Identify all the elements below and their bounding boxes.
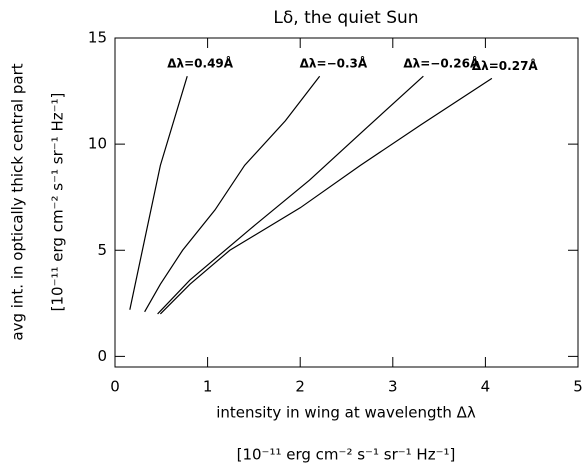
series-label: Δλ=0.49Å — [167, 56, 234, 71]
series-label: Δλ=−0.3Å — [300, 56, 368, 71]
x-tick-label: 0 — [110, 378, 120, 396]
y-axis-label: avg int. in optically thick central part — [9, 63, 27, 340]
x-axis-units: [10⁻¹¹ erg cm⁻² s⁻¹ sr⁻¹ Hz⁻¹] — [237, 446, 456, 464]
y-tick-label: 0 — [97, 347, 107, 365]
y-axis-units: [10⁻¹¹ erg cm⁻² s⁻¹ sr⁻¹ Hz⁻¹] — [49, 93, 67, 312]
plot-frame — [114, 37, 579, 368]
series-line — [159, 77, 493, 315]
series-line — [129, 76, 188, 310]
series-line — [157, 75, 424, 315]
x-tick-label: 3 — [388, 378, 398, 396]
y-tick-label: 10 — [88, 135, 107, 153]
x-tick-label: 1 — [203, 378, 213, 396]
series-line — [144, 75, 321, 313]
x-tick-label: 5 — [573, 378, 583, 396]
x-tick-label: 4 — [481, 378, 491, 396]
chart-title: Lδ, the quiet Sun — [273, 8, 418, 28]
series-label: Δλ=0.27Å — [472, 58, 539, 73]
x-axis-label: intensity in wing at wavelength Δλ — [216, 404, 476, 422]
series-label: Δλ=−0.26Å — [403, 56, 480, 71]
y-tick-label: 15 — [88, 29, 107, 47]
x-tick-label: 2 — [295, 378, 305, 396]
y-tick-label: 5 — [97, 241, 107, 259]
